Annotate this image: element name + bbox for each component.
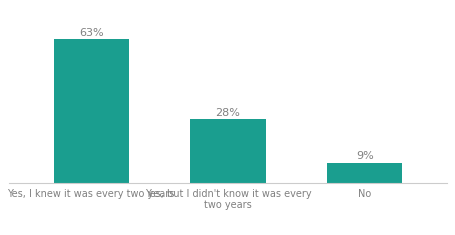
Text: 28%: 28%	[215, 107, 240, 118]
Text: 9%: 9%	[355, 151, 373, 161]
Bar	[54, 39, 129, 183]
Text: 63%: 63%	[79, 27, 103, 38]
Bar	[327, 163, 402, 183]
Bar	[190, 119, 265, 183]
